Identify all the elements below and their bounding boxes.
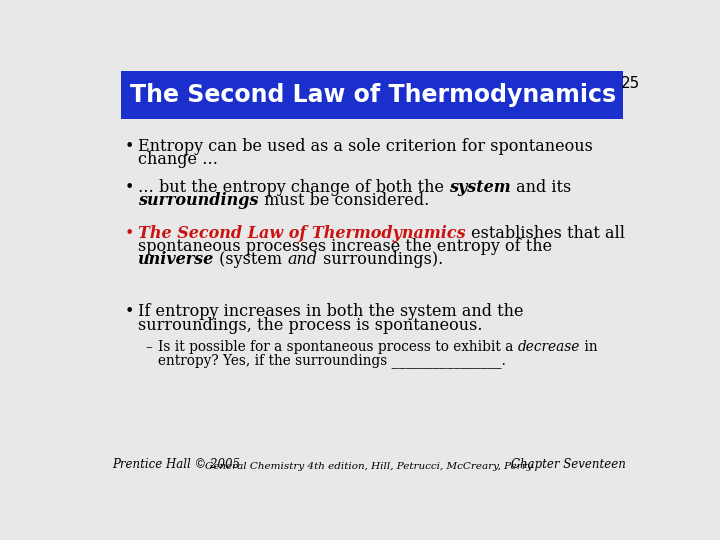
- Text: decrease: decrease: [518, 340, 580, 354]
- Text: surroundings: surroundings: [138, 192, 258, 209]
- Text: … but the entropy change of both the: … but the entropy change of both the: [138, 179, 449, 196]
- Text: entropy? Yes, if the surroundings ________________.: entropy? Yes, if the surroundings ______…: [158, 353, 506, 368]
- Text: •: •: [125, 138, 134, 155]
- Text: Prentice Hall © 2005: Prentice Hall © 2005: [112, 458, 240, 471]
- Text: •: •: [125, 225, 134, 242]
- Text: The Second Law of Thermodynamics: The Second Law of Thermodynamics: [130, 83, 616, 107]
- Text: must be considered.: must be considered.: [258, 192, 429, 209]
- Text: universe: universe: [138, 251, 215, 268]
- Text: establishes that all: establishes that all: [466, 225, 625, 242]
- Text: surroundings, the process is spontaneous.: surroundings, the process is spontaneous…: [138, 316, 482, 334]
- Text: and its: and its: [510, 179, 571, 196]
- Text: –: –: [145, 340, 153, 354]
- FancyBboxPatch shape: [121, 71, 624, 119]
- Text: in: in: [580, 340, 598, 354]
- Text: surroundings).: surroundings).: [318, 251, 443, 268]
- Text: General Chemistry 4th edition, Hill, Petrucci, McCreary, Perry: General Chemistry 4th edition, Hill, Pet…: [205, 462, 533, 471]
- Text: change …: change …: [138, 151, 218, 168]
- Text: The Second Law of Thermodynamics: The Second Law of Thermodynamics: [138, 225, 466, 242]
- Text: Entropy can be used as a sole criterion for spontaneous: Entropy can be used as a sole criterion …: [138, 138, 593, 155]
- Text: (system: (system: [215, 251, 287, 268]
- Text: system: system: [449, 179, 510, 196]
- Text: spontaneous processes increase the entropy of the: spontaneous processes increase the entro…: [138, 238, 552, 255]
- Text: •: •: [125, 179, 134, 196]
- Text: 25: 25: [621, 76, 640, 91]
- Text: and: and: [287, 251, 318, 268]
- Text: •: •: [125, 303, 134, 321]
- Text: If entropy increases in both the system and the: If entropy increases in both the system …: [138, 303, 523, 321]
- Text: Is it possible for a spontaneous process to exhibit a: Is it possible for a spontaneous process…: [158, 340, 518, 354]
- Text: Chapter Seventeen: Chapter Seventeen: [511, 458, 626, 471]
